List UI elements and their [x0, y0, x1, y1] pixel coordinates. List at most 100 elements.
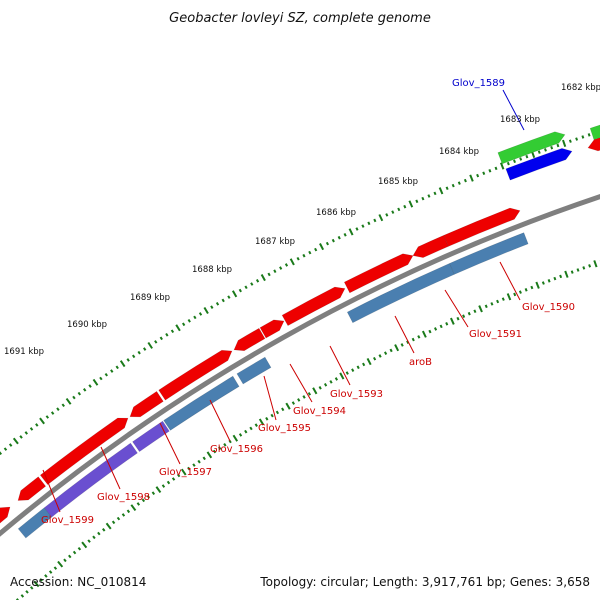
- scale-tick: [467, 311, 471, 316]
- cds-bar: [449, 232, 529, 275]
- scale-tick: [260, 274, 266, 282]
- scale-tick: [187, 319, 191, 323]
- scale-tick: [254, 423, 258, 427]
- gene-label[interactable]: Glov_1593: [330, 389, 383, 400]
- scale-tick: [391, 210, 395, 214]
- scale-tick: [329, 380, 333, 384]
- scale-tick: [161, 484, 166, 488]
- scale-tick: [457, 181, 461, 185]
- gene-label[interactable]: Glov_1594: [293, 406, 346, 417]
- gene-label[interactable]: Glov_1596: [210, 444, 263, 455]
- label-leader: [502, 89, 525, 131]
- scale-tick: [187, 466, 191, 471]
- gene-arrow: [17, 476, 47, 501]
- scale-tick: [494, 166, 498, 171]
- gene-label[interactable]: Glov_1595: [258, 423, 311, 434]
- scale-tick: [378, 214, 384, 222]
- scale-tick: [244, 285, 248, 290]
- scale-tick: [476, 173, 480, 178]
- scale-tick: [445, 322, 449, 326]
- scale-tick: [334, 377, 338, 381]
- scale-tick: [232, 434, 239, 442]
- gene-arrow: [443, 207, 521, 247]
- scale-tick: [513, 292, 517, 297]
- scale-tick: [215, 301, 220, 306]
- scale-tick: [308, 250, 312, 255]
- scale-tick: [456, 316, 460, 321]
- gene-label[interactable]: Glov_1597: [159, 467, 212, 478]
- scale-tick: [462, 314, 466, 318]
- scale-tick: [20, 594, 25, 598]
- scale-tick: [24, 431, 29, 435]
- scale-tick: [115, 365, 119, 370]
- scale-tick: [291, 401, 295, 405]
- scale-tick: [488, 169, 492, 173]
- scale-tick: [351, 368, 355, 372]
- gene-label[interactable]: Glov_1589: [452, 78, 505, 89]
- scale-tick: [33, 580, 40, 588]
- gene-label[interactable]: Glov_1591: [469, 329, 522, 340]
- scale-tick: [297, 398, 301, 402]
- accession-text: Accession: NC_010814: [10, 575, 146, 589]
- scale-tick: [165, 332, 169, 337]
- gene-arrow: [343, 253, 414, 294]
- scale-label: 1685 kbp: [378, 177, 418, 187]
- scale-tick: [469, 174, 474, 182]
- scale-tick: [562, 139, 567, 147]
- scale-tick: [121, 513, 126, 517]
- scale-tick: [361, 224, 365, 228]
- scale-tick: [111, 520, 116, 525]
- scale-tick: [116, 516, 121, 521]
- scale-tick: [0, 451, 3, 456]
- scale-tick: [366, 358, 372, 366]
- scale-tick: [270, 413, 274, 418]
- scale-tick: [373, 356, 377, 361]
- scale-tick: [61, 403, 65, 408]
- label-leader: [329, 345, 351, 386]
- scale-tick: [141, 498, 146, 503]
- scale-tick: [175, 324, 181, 332]
- scale-tick: [238, 288, 242, 293]
- scale-tick: [433, 191, 437, 196]
- scale-tick: [411, 337, 415, 342]
- scale-tick: [553, 276, 557, 281]
- scale-tick: [337, 235, 341, 240]
- scale-tick: [345, 371, 349, 375]
- scale-tick: [182, 322, 186, 327]
- scale-tick: [218, 446, 222, 450]
- scale-tick: [87, 539, 91, 543]
- scale-tick: [588, 264, 592, 268]
- scale-tick: [192, 463, 196, 467]
- scale-tick: [530, 285, 534, 290]
- scale-tick: [210, 305, 214, 309]
- scale-tick: [81, 541, 88, 549]
- gene-label[interactable]: Glov_1590: [522, 302, 575, 313]
- scale-tick: [524, 288, 528, 292]
- scale-tick: [406, 340, 410, 345]
- label-leader: [289, 363, 313, 403]
- scale-tick: [285, 402, 291, 410]
- gene-label[interactable]: aroB: [409, 357, 432, 368]
- genome-summary-text: Topology: circular; Length: 3,917,761 bp…: [259, 575, 590, 589]
- scale-tick: [83, 388, 87, 392]
- scale-tick: [267, 272, 271, 277]
- scale-tick: [3, 447, 8, 451]
- scale-tick: [575, 137, 579, 141]
- scale-tick: [389, 348, 393, 353]
- scale-tick: [581, 135, 585, 139]
- gene-arrow: [129, 391, 164, 418]
- gene-label[interactable]: Glov_1599: [41, 515, 94, 526]
- scale-tick: [570, 270, 574, 274]
- scale-tick: [102, 527, 106, 532]
- scale-tick: [482, 171, 486, 175]
- gene-label[interactable]: Glov_1598: [97, 492, 150, 503]
- scale-tick: [587, 133, 591, 137]
- scale-tick: [302, 395, 306, 399]
- scale-tick: [72, 550, 77, 555]
- scale-tick: [518, 290, 522, 294]
- scale-tick: [206, 451, 213, 459]
- scale-tick: [35, 423, 39, 427]
- scale-tick: [314, 247, 318, 252]
- label-leader-lines: [42, 89, 525, 513]
- scale-label: 1689 kbp: [130, 293, 170, 303]
